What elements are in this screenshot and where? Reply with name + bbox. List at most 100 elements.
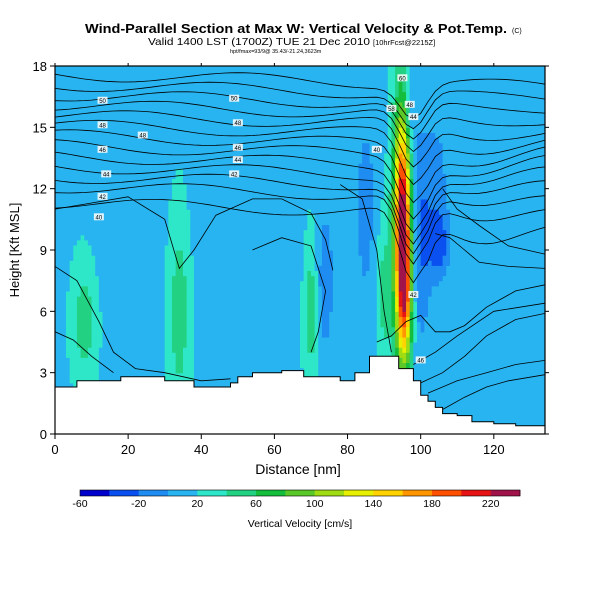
velocity-cell xyxy=(113,168,118,174)
velocity-cell xyxy=(139,209,144,215)
velocity-cell xyxy=(263,209,268,215)
velocity-cell xyxy=(237,336,243,343)
velocity-cell xyxy=(300,347,305,353)
velocity-cell xyxy=(226,66,232,72)
velocity-cell xyxy=(278,158,283,164)
velocity-cell xyxy=(256,106,261,113)
velocity-cell xyxy=(124,158,129,164)
velocity-cell xyxy=(303,163,308,169)
velocity-cell xyxy=(267,163,272,169)
velocity-cell xyxy=(98,275,104,282)
velocity-cell xyxy=(117,372,122,379)
velocity-cell xyxy=(270,209,276,215)
velocity-cell xyxy=(281,163,286,169)
velocity-cell xyxy=(234,321,239,328)
velocity-cell xyxy=(168,336,173,343)
velocity-cell xyxy=(252,214,257,220)
velocity-cell xyxy=(84,331,89,338)
velocity-cell xyxy=(197,96,202,103)
velocity-cell xyxy=(146,229,151,236)
velocity-cell xyxy=(303,96,308,103)
velocity-cell xyxy=(223,224,228,231)
velocity-cell xyxy=(300,321,305,328)
velocity-cell xyxy=(109,265,115,272)
velocity-cell xyxy=(109,321,115,328)
velocity-cell xyxy=(65,158,71,164)
velocity-cell xyxy=(80,311,85,318)
velocity-cell xyxy=(113,152,118,159)
velocity-cell xyxy=(146,132,151,139)
velocity-cell xyxy=(157,265,162,272)
velocity-cell xyxy=(87,255,93,261)
velocity-cell xyxy=(248,168,254,174)
velocity-cell xyxy=(73,275,78,282)
velocity-cell xyxy=(161,311,166,318)
velocity-cell xyxy=(186,244,191,251)
velocity-cell xyxy=(102,265,107,272)
velocity-cell xyxy=(259,306,265,312)
velocity-cell xyxy=(190,342,195,348)
velocity-cell xyxy=(150,372,155,379)
velocity-cell xyxy=(215,152,221,159)
velocity-cell xyxy=(62,96,67,103)
velocity-cell xyxy=(267,127,272,134)
velocity-cell xyxy=(237,198,243,205)
velocity-cell xyxy=(55,336,60,343)
velocity-cell xyxy=(270,280,276,287)
velocity-cell xyxy=(248,158,254,164)
velocity-cell xyxy=(87,296,93,302)
velocity-cell xyxy=(303,122,308,128)
velocity-cell xyxy=(150,321,155,328)
velocity-cell xyxy=(168,255,173,261)
velocity-cell xyxy=(285,117,290,123)
velocity-cell xyxy=(120,321,126,328)
velocity-cell xyxy=(106,239,111,246)
velocity-cell xyxy=(179,244,184,251)
velocity-cell xyxy=(234,214,239,220)
velocity-cell xyxy=(131,101,137,108)
velocity-cell xyxy=(182,239,188,246)
velocity-cell xyxy=(150,285,155,292)
velocity-cell xyxy=(76,372,82,379)
velocity-cell xyxy=(98,347,104,353)
velocity-cell xyxy=(179,76,184,82)
velocity-cell xyxy=(267,255,272,261)
velocity-cell xyxy=(208,66,213,72)
velocity-cell xyxy=(102,255,107,261)
velocity-cell xyxy=(146,178,151,185)
velocity-cell xyxy=(113,234,118,241)
velocity-cell xyxy=(303,101,308,108)
velocity-cell xyxy=(193,188,199,195)
velocity-cell xyxy=(285,168,290,174)
velocity-cell xyxy=(76,158,82,164)
velocity-cell xyxy=(150,224,155,231)
velocity-cell xyxy=(237,372,243,379)
velocity-cell xyxy=(76,132,82,139)
velocity-cell xyxy=(289,86,294,93)
velocity-cell xyxy=(237,76,243,82)
velocity-cell xyxy=(120,352,126,358)
velocity-cell xyxy=(248,316,254,323)
velocity-cell xyxy=(212,352,217,358)
velocity-cell xyxy=(267,188,272,195)
velocity-cell xyxy=(230,86,235,93)
velocity-cell xyxy=(230,260,235,266)
velocity-cell xyxy=(95,352,100,358)
velocity-cell xyxy=(234,86,239,93)
velocity-cell xyxy=(102,285,107,292)
velocity-cell xyxy=(139,285,144,292)
velocity-cell xyxy=(55,301,60,307)
velocity-cell xyxy=(146,112,151,118)
velocity-cell xyxy=(131,209,137,215)
velocity-cell xyxy=(226,234,232,241)
velocity-cell xyxy=(245,265,250,272)
velocity-cell xyxy=(80,321,85,328)
velocity-cell xyxy=(223,173,228,180)
velocity-cell xyxy=(117,96,122,103)
velocity-cell xyxy=(172,209,177,215)
velocity-cell xyxy=(131,81,137,88)
velocity-cell xyxy=(164,209,169,215)
velocity-cell xyxy=(172,260,177,266)
velocity-cell xyxy=(237,244,243,251)
velocity-cell xyxy=(175,106,180,113)
